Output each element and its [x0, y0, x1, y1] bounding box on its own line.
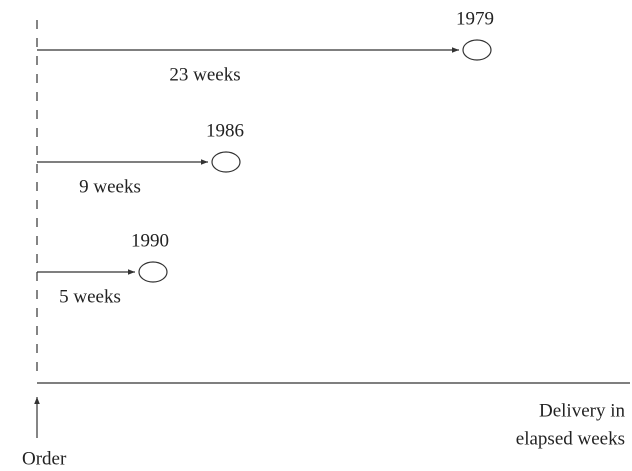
axis-label: Delivery in [539, 400, 626, 421]
origin-label: Order [22, 448, 67, 469]
duration-label: 5 weeks [59, 286, 121, 307]
events: 1979 23 weeks 1986 9 weeks 1990 5 weeks [37, 8, 494, 307]
year-label: 1986 [206, 120, 244, 141]
delivery-point [138, 261, 168, 283]
duration-label: 9 weeks [79, 176, 141, 197]
duration-label: 23 weeks [169, 64, 240, 85]
year-label: 1979 [456, 8, 494, 29]
year-label: 1990 [131, 230, 169, 251]
delivery-point [211, 151, 241, 173]
delivery-point [462, 39, 492, 61]
axis-label: elapsed weeks [516, 428, 625, 449]
